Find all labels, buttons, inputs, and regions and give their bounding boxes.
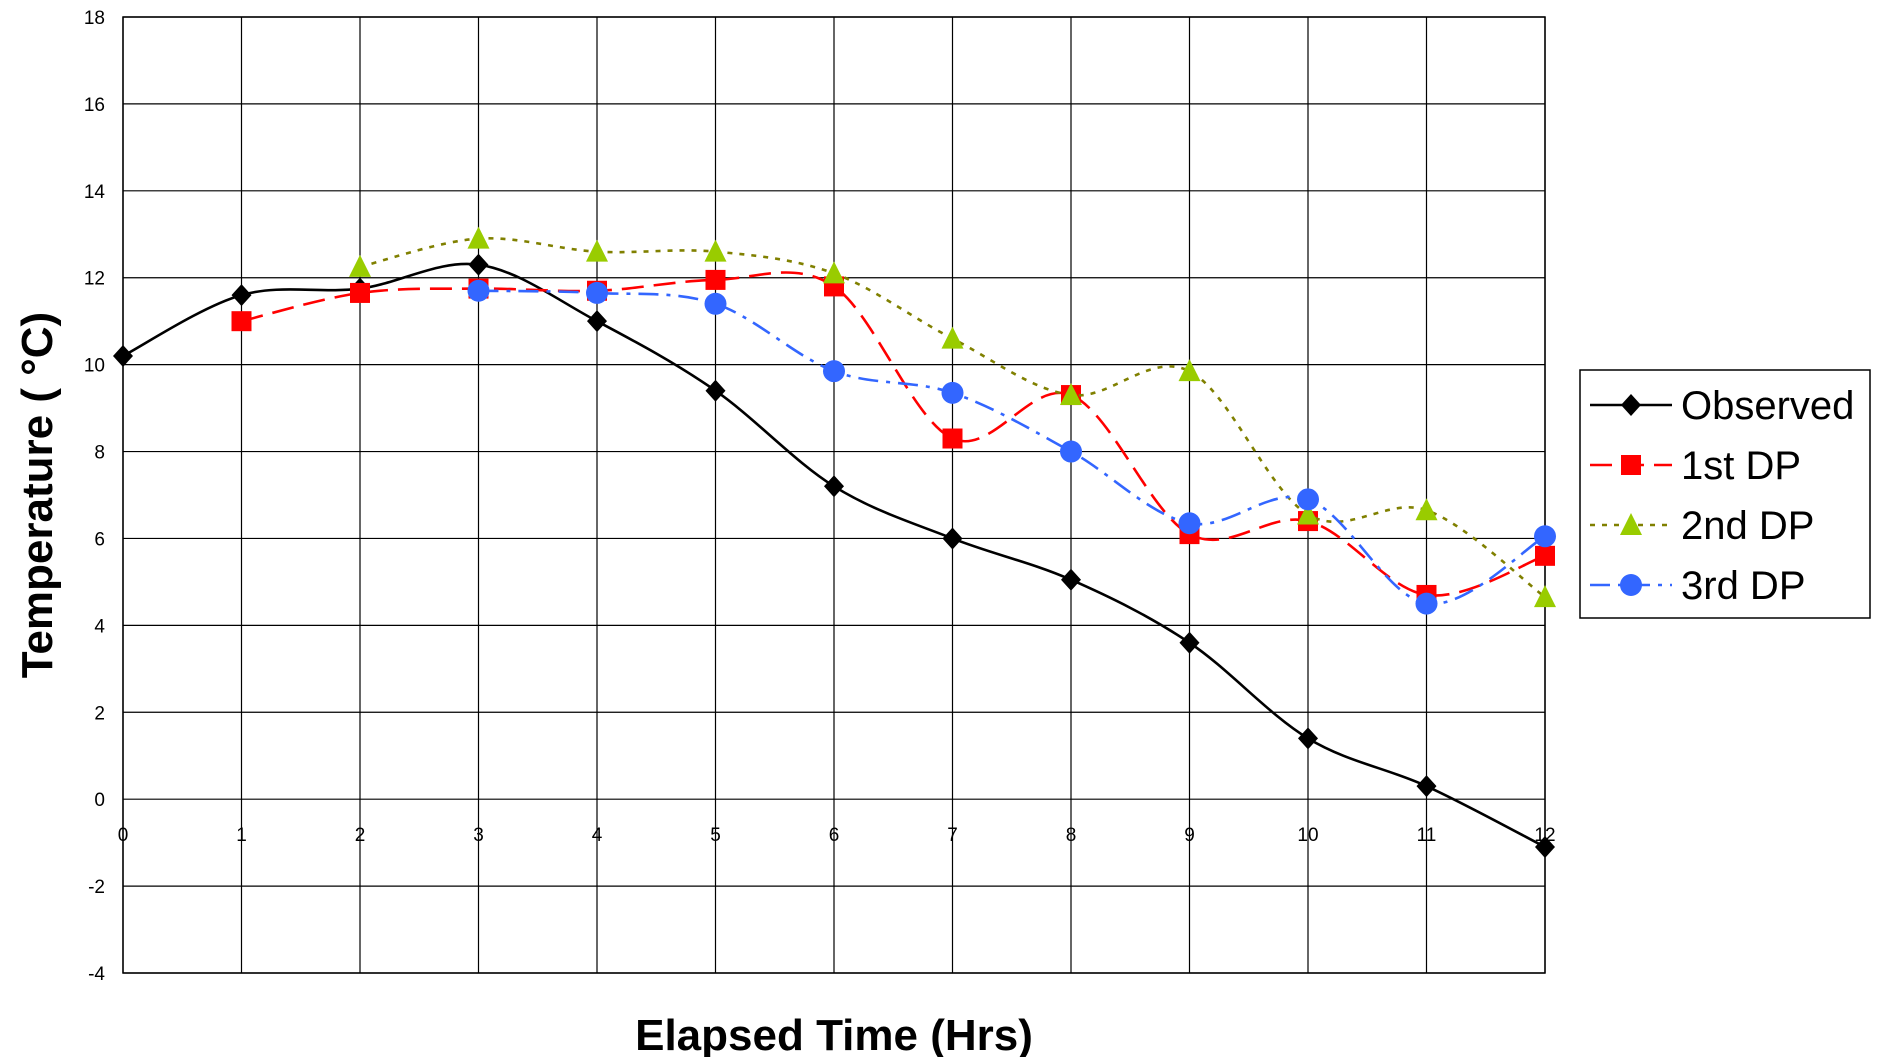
- legend: Observed 1st DP 2nd DP 3rd DP: [1579, 369, 1871, 619]
- y-tick-label: 8: [94, 443, 105, 464]
- x-tick-label: 1: [236, 825, 247, 846]
- y-tick-label: -4: [88, 964, 105, 985]
- data-point-observed: [1061, 568, 1081, 591]
- legend-label: 2nd DP: [1681, 504, 1814, 548]
- y-tick-label: 6: [94, 529, 105, 550]
- data-point-2nd-dp: [704, 239, 727, 262]
- x-tick-label: 12: [1534, 825, 1555, 846]
- y-axis-label: Temperature ( °C): [13, 312, 62, 678]
- data-point-3rd-dp: [1415, 592, 1438, 615]
- data-point-observed: [1298, 727, 1318, 750]
- legend-label: Observed: [1681, 384, 1854, 428]
- y-tick-label: 10: [84, 356, 105, 377]
- x-axis-label: Elapsed Time (Hrs): [635, 1011, 1033, 1057]
- x-tick-label: 10: [1297, 825, 1318, 846]
- data-point-1st-dp: [705, 269, 726, 290]
- x-tick-label: 6: [829, 825, 840, 846]
- data-point-1st-dp: [350, 282, 370, 303]
- legend-marker-2nd-dp: [1620, 513, 1642, 535]
- data-point-1st-dp: [942, 428, 963, 449]
- y-tick-labels: -4 -2 0 2 4 6 8 10 12 14 16 18: [84, 8, 106, 985]
- data-point-2nd-dp: [1178, 359, 1201, 382]
- data-point-observed: [942, 527, 963, 550]
- series-1st-dp: [231, 269, 1555, 605]
- legend-item-1st-dp: 1st DP: [1590, 444, 1801, 488]
- y-tick-label: 0: [94, 790, 105, 811]
- x-tick-label: 2: [355, 825, 366, 846]
- data-point-2nd-dp: [349, 254, 371, 277]
- y-tick-label: 16: [84, 95, 105, 116]
- data-point-3rd-dp: [1178, 512, 1201, 535]
- x-tick-label: 5: [710, 825, 721, 846]
- series-group: [113, 226, 1556, 858]
- x-tick-label: 7: [947, 825, 958, 846]
- data-point-observed: [113, 344, 133, 367]
- data-point-1st-dp: [1535, 545, 1555, 566]
- data-point-observed: [468, 253, 489, 276]
- x-tick-label: 11: [1417, 825, 1437, 846]
- data-point-3rd-dp: [586, 281, 608, 304]
- data-point-observed: [231, 284, 252, 307]
- data-point-observed: [1416, 775, 1437, 798]
- data-point-2nd-dp: [1060, 383, 1082, 406]
- data-point-3rd-dp: [1297, 488, 1319, 511]
- data-point-3rd-dp: [823, 360, 845, 383]
- legend-marker-observed: [1621, 394, 1641, 416]
- data-point-observed: [1535, 835, 1555, 858]
- data-point-2nd-dp: [467, 226, 490, 249]
- data-point-1st-dp: [231, 311, 252, 332]
- data-point-observed: [587, 310, 607, 333]
- series-line-2nd-dp: [359, 237, 1546, 599]
- legend-marker-3rd-dp: [1620, 574, 1642, 596]
- data-point-2nd-dp: [586, 239, 608, 262]
- series-3rd-dp: [467, 279, 1556, 615]
- series-2nd-dp: [349, 226, 1556, 608]
- y-tick-label: 2: [94, 703, 105, 724]
- data-point-3rd-dp: [1534, 525, 1556, 548]
- y-tick-label: 18: [84, 8, 105, 29]
- data-point-2nd-dp: [1297, 502, 1319, 525]
- legend-label: 3rd DP: [1681, 564, 1806, 608]
- data-point-2nd-dp: [1415, 498, 1438, 521]
- data-point-2nd-dp: [941, 326, 964, 349]
- series-line-3rd-dp: [478, 289, 1546, 606]
- data-point-3rd-dp: [1060, 440, 1082, 463]
- data-point-2nd-dp: [1534, 585, 1556, 608]
- y-tick-label: -2: [88, 877, 105, 898]
- x-tick-labels: 0 1 2 3 4 5 6 7 8 9 10 11 12: [118, 825, 1556, 846]
- legend-item-3rd-dp: 3rd DP: [1590, 564, 1806, 608]
- data-point-2nd-dp: [823, 261, 845, 284]
- data-point-3rd-dp: [941, 381, 964, 404]
- legend-label: 1st DP: [1681, 444, 1801, 488]
- data-point-observed: [824, 475, 844, 498]
- x-tick-label: 0: [118, 825, 129, 846]
- x-tick-label: 3: [473, 825, 484, 846]
- y-tick-label: 4: [94, 616, 105, 637]
- data-point-3rd-dp: [704, 292, 727, 315]
- x-tick-label: 4: [592, 825, 603, 846]
- legend-marker-1st-dp: [1621, 455, 1641, 475]
- series-line-1st-dp: [241, 271, 1546, 597]
- data-point-observed: [705, 379, 726, 402]
- data-point-observed: [1179, 631, 1200, 654]
- legend-item-2nd-dp: 2nd DP: [1590, 504, 1814, 548]
- y-tick-label: 12: [84, 269, 105, 290]
- x-tick-label: 9: [1184, 825, 1195, 846]
- y-tick-label: 14: [84, 182, 106, 203]
- x-tick-label: 8: [1066, 825, 1077, 846]
- legend-item-observed: Observed: [1590, 384, 1854, 428]
- data-point-3rd-dp: [467, 279, 490, 302]
